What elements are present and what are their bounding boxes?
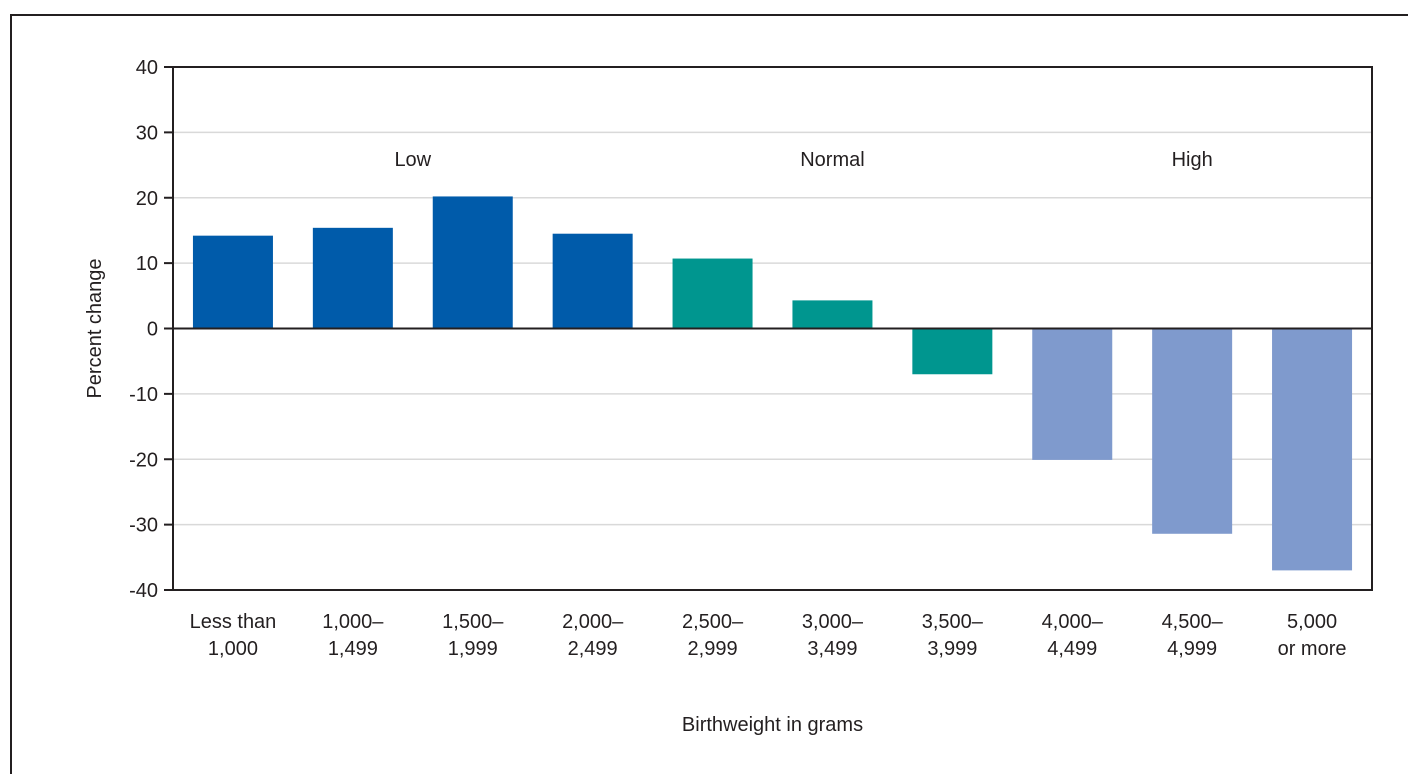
y-axis-title: Percent change [84,258,106,398]
y-axis-ticks: 40 30 20 10 0 -10 -20 -30 -40 [129,57,173,602]
bar [192,235,273,329]
bar [312,227,393,329]
bar [792,300,873,329]
x-category-label: 1,000– 1,499 [322,611,384,660]
x-category-label: Less than 1,000 [190,611,277,660]
bar [1152,328,1233,534]
bar [672,258,753,329]
y-tick-label: 20 [136,188,158,210]
bar [1032,328,1113,460]
group-label: High [1172,149,1213,171]
bar [552,233,633,329]
y-tick-label: 40 [136,57,158,79]
x-category-label: 4,500– 4,999 [1162,611,1224,660]
x-category-label: 2,000– 2,499 [562,611,624,660]
group-label: Normal [800,149,864,171]
x-category-label: 2,500– 2,999 [682,611,744,660]
bar [1272,328,1353,571]
y-tick-label: 30 [136,122,158,144]
y-tick-label: -20 [129,449,158,471]
x-category-label: 5,000 or more [1278,611,1347,660]
bar [912,328,993,375]
x-axis-title: Birthweight in grams [682,714,863,736]
group-labels: Low Normal High [394,149,1212,171]
y-tick-label: 0 [147,319,158,341]
x-axis-category-labels: Less than 1,000 1,000– 1,499 1,500– 1,999 2,00… [190,611,1347,660]
group-label: Low [394,149,431,171]
bars [192,196,1353,571]
y-tick-label: 10 [136,253,158,275]
x-category-label: 3,500– 3,999 [922,611,984,660]
figure-frame [10,14,1408,774]
x-category-label: 1,500– 1,999 [442,611,504,660]
bar [432,196,513,329]
y-tick-label: -40 [129,580,158,602]
x-category-label: 4,000– 4,499 [1042,611,1104,660]
x-category-label: 3,000– 3,499 [802,611,864,660]
y-tick-label: -10 [129,384,158,406]
y-tick-label: -30 [129,515,158,537]
